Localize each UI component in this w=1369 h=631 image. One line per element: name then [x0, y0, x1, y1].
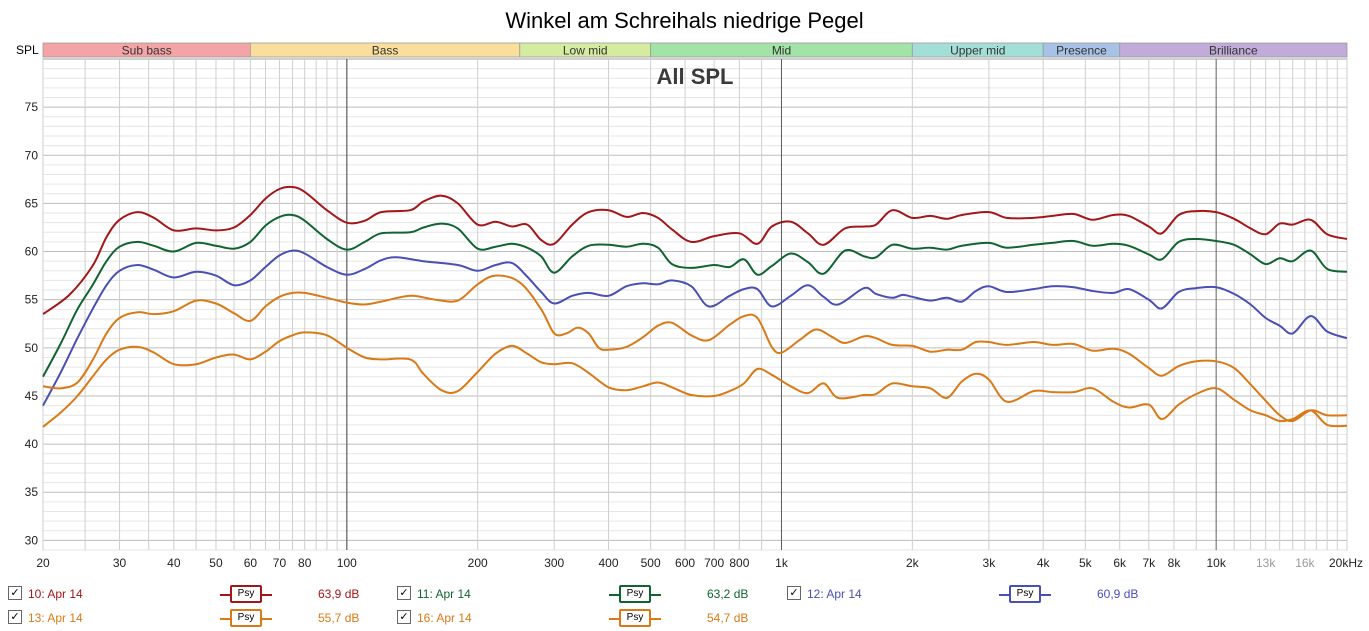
y-tick-label: 55 — [25, 293, 39, 307]
legend-series-name: 12: Apr 14 — [807, 587, 862, 601]
x-tick-label: 2k — [906, 556, 920, 570]
plot-area — [42, 58, 1348, 551]
chart-title: Winkel am Schreihals niedrige Pegel — [505, 8, 864, 33]
legend-value: 55,7 dB — [318, 611, 360, 625]
x-tick-label: 20kHz — [1329, 556, 1363, 570]
legend-line-swatch — [999, 594, 1009, 596]
legend-line-swatch — [1041, 594, 1051, 596]
x-tick-label: 6k — [1113, 556, 1127, 570]
band-label: Presence — [1056, 44, 1107, 58]
x-tick-label: 5k — [1079, 556, 1093, 570]
psy-smoothing-button[interactable]: Psy — [230, 585, 262, 603]
legend-line-swatch — [220, 594, 230, 596]
legend-value: 63,2 dB — [707, 587, 749, 601]
y-tick-label: 70 — [25, 148, 39, 162]
series-line-3 — [42, 249, 1348, 407]
band-label: Bass — [372, 44, 399, 58]
x-tick-label: 200 — [468, 556, 488, 570]
legend-line-swatch — [609, 594, 619, 596]
y-tick-label: 65 — [25, 196, 39, 210]
y-tick-label: 40 — [25, 437, 39, 451]
x-tick-label: 100 — [337, 556, 357, 570]
y-tick-label: 30 — [25, 533, 39, 547]
legend-line-swatch — [262, 594, 272, 596]
y-tick-label: 35 — [25, 485, 39, 499]
psy-smoothing-button[interactable]: Psy — [619, 609, 651, 627]
y-tick-label: 45 — [25, 389, 39, 403]
legend-series-name: 16: Apr 14 — [417, 611, 472, 625]
legend-series-name: 13: Apr 14 — [28, 611, 83, 625]
legend-line-swatch — [609, 618, 619, 620]
y-tick-label: 60 — [25, 245, 39, 259]
legend-checkbox[interactable]: ✓ — [397, 610, 411, 624]
psy-smoothing-button[interactable]: Psy — [230, 609, 262, 627]
x-tick-label: 70 — [273, 556, 287, 570]
band-label: Low mid — [563, 44, 608, 58]
band-label: Upper mid — [950, 44, 1005, 58]
x-tick-label: 1k — [775, 556, 789, 570]
band-label: Brilliance — [1209, 44, 1258, 58]
legend-line-swatch — [220, 618, 230, 620]
x-tick-label: 8k — [1168, 556, 1182, 570]
legend-checkbox[interactable]: ✓ — [397, 586, 411, 600]
x-tick-label: 4k — [1037, 556, 1051, 570]
x-tick-label: 10k — [1206, 556, 1226, 570]
series-line-2 — [42, 213, 1348, 378]
x-tick-label: 300 — [544, 556, 564, 570]
x-tick-label: 600 — [675, 556, 695, 570]
chart: Sub bass Bass Low mid Mid Upper mid Presence B… — [16, 42, 1363, 570]
series-line-1 — [42, 185, 1348, 315]
band-label: Mid — [772, 44, 791, 58]
x-tick-label: 20 — [36, 556, 50, 570]
x-tick-label: 500 — [641, 556, 661, 570]
y-tick-label: 75 — [25, 100, 39, 114]
x-tick-label: 80 — [298, 556, 312, 570]
legend-line-swatch — [651, 594, 661, 596]
legend-checkbox[interactable]: ✓ — [787, 586, 801, 600]
x-tick-label: 3k — [983, 556, 997, 570]
psy-smoothing-button[interactable]: Psy — [1009, 585, 1041, 603]
band-label: Sub bass — [122, 44, 172, 58]
legend-checkbox[interactable]: ✓ — [8, 586, 22, 600]
legend-series-name: 10: Apr 14 — [28, 587, 83, 601]
x-tick-label: 700 — [704, 556, 724, 570]
x-tick-label: 60 — [244, 556, 258, 570]
x-tick-label: 7k — [1142, 556, 1156, 570]
legend-row: ✓ 10: Apr 14 Psy 63,9 dB ✓ 11: Apr 14 Psy 63,2 … — [0, 585, 1369, 605]
x-tick-label: 40 — [167, 556, 181, 570]
x-tick-label: 30 — [113, 556, 127, 570]
series-line-4 — [42, 274, 1348, 423]
x-tick-label: 400 — [598, 556, 618, 570]
series-line-5 — [42, 331, 1348, 428]
legend-checkbox[interactable]: ✓ — [8, 610, 22, 624]
y-axis-label: SPL — [16, 43, 39, 57]
y-tick-label: 50 — [25, 341, 39, 355]
legend-line-swatch — [651, 618, 661, 620]
x-tick-label: 800 — [729, 556, 749, 570]
legend-value: 63,9 dB — [318, 587, 360, 601]
x-tick-label: 13k — [1256, 556, 1276, 570]
legend-value: 54,7 dB — [707, 611, 749, 625]
plot-label: All SPL — [656, 64, 733, 89]
x-tick-label: 16k — [1295, 556, 1315, 570]
legend-line-swatch — [262, 618, 272, 620]
x-tick-label: 50 — [209, 556, 223, 570]
legend-series-name: 11: Apr 14 — [417, 587, 471, 601]
legend-row: ✓ 13: Apr 14 Psy 55,7 dB ✓ 16: Apr 14 Psy 54,7 … — [0, 609, 1369, 629]
legend-value: 60,9 dB — [1097, 587, 1139, 601]
psy-smoothing-button[interactable]: Psy — [619, 585, 651, 603]
band-brilliance — [1119, 42, 1348, 58]
